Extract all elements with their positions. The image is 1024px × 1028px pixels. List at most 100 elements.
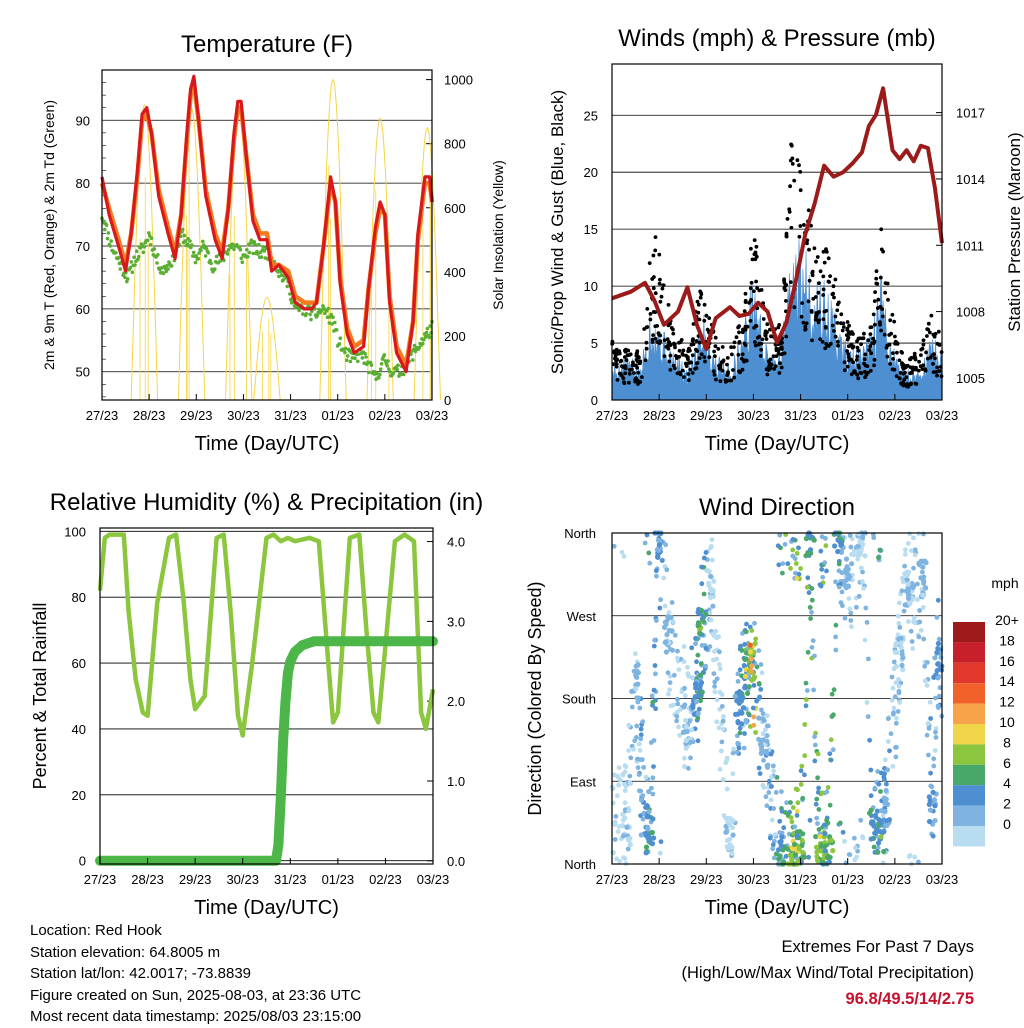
gust-point: [923, 367, 928, 371]
y2-tick-label: 1008: [956, 305, 985, 320]
direction-point: [905, 577, 910, 583]
x-tick-label: 27/23: [596, 408, 629, 423]
direction-point: [803, 703, 809, 709]
direction-point: [674, 718, 680, 724]
direction-point: [889, 674, 895, 680]
direction-point: [743, 629, 749, 635]
gust-point: [674, 354, 678, 358]
direction-point: [638, 788, 644, 794]
direction-point: [640, 816, 646, 822]
direction-point: [903, 552, 908, 557]
gust-point: [661, 283, 666, 288]
x-tick-label: 29/23: [180, 408, 213, 423]
gust-point: [613, 353, 618, 358]
direction-point: [818, 583, 824, 589]
direction-point: [760, 782, 766, 788]
direction-point: [757, 771, 763, 776]
dewpoint-point: [301, 312, 305, 316]
y2-tick-label: 1005: [956, 371, 985, 386]
direction-point: [635, 695, 641, 701]
direction-point: [745, 690, 751, 697]
gust-point: [813, 317, 818, 322]
gust-point: [702, 318, 707, 323]
direction-point: [685, 765, 691, 771]
direction-point: [811, 537, 817, 543]
direction-point: [827, 751, 833, 757]
direction-point: [719, 692, 725, 698]
dewpoint-point: [388, 369, 392, 374]
dewpoint-point: [106, 231, 111, 235]
dewpoint-point: [165, 263, 169, 268]
gust-point: [849, 342, 854, 347]
gust-point: [673, 345, 677, 350]
gust-point: [900, 363, 904, 367]
gust-point: [912, 354, 917, 358]
gust-point: [878, 320, 882, 325]
direction-point: [879, 808, 885, 814]
gust-point: [832, 295, 836, 300]
direction-point: [920, 605, 926, 610]
direction-point: [656, 547, 662, 553]
direction-point: [785, 812, 791, 818]
direction-point: [829, 714, 835, 719]
direction-point: [709, 589, 715, 595]
gust-point: [737, 340, 742, 344]
x-axis-label: Time (Day/UTC): [705, 897, 850, 919]
gust-point: [872, 299, 877, 303]
gust-point: [736, 352, 741, 357]
direction-point: [667, 680, 673, 685]
dewpoint-point: [369, 363, 374, 367]
direction-point: [897, 700, 903, 705]
direction-point: [893, 720, 899, 726]
direction-point: [840, 829, 846, 835]
direction-point: [928, 770, 933, 776]
direction-point: [859, 579, 865, 584]
gust-point: [627, 371, 632, 376]
direction-point: [932, 803, 938, 809]
direction-point: [622, 763, 628, 768]
dewpoint-point: [204, 246, 209, 251]
direction-point: [687, 739, 693, 745]
dewpoint-point: [232, 247, 236, 252]
x-tick-label: 27/23: [86, 408, 119, 423]
direction-point: [799, 837, 805, 844]
plot-border: [611, 63, 943, 401]
direction-point: [860, 569, 865, 575]
gust-point: [805, 241, 809, 246]
gust-point: [925, 356, 930, 361]
direction-point: [643, 774, 649, 780]
gust-point: [638, 361, 642, 365]
direction-point: [666, 610, 672, 615]
direction-point: [724, 755, 730, 761]
direction-point: [770, 842, 776, 848]
gust-point: [645, 325, 650, 329]
station-info: Location: Red Hook Station elevation: 64…: [30, 920, 361, 1028]
direction-point: [828, 757, 834, 763]
direction-point: [626, 722, 632, 728]
gust-point: [936, 329, 941, 334]
direction-point: [748, 656, 754, 662]
direction-point: [805, 575, 811, 581]
direction-point: [890, 764, 896, 769]
direction-point: [897, 600, 902, 606]
gust-point: [845, 326, 850, 331]
gust-point: [697, 340, 702, 345]
direction-point: [894, 664, 899, 669]
gust-point: [726, 370, 730, 374]
dewpoint-point: [149, 236, 154, 240]
direction-point: [843, 556, 850, 562]
gust-point: [658, 333, 663, 338]
gust-point: [840, 328, 845, 333]
gust-point: [879, 247, 884, 252]
direction-point: [760, 716, 766, 722]
y-axis-label: Percent & Total Rainfall: [30, 603, 50, 790]
gust-point: [685, 355, 690, 360]
y-tick-label: North: [564, 857, 596, 872]
direction-point: [903, 572, 909, 579]
gust-point: [862, 357, 867, 362]
gust-point: [748, 319, 753, 323]
gust-point: [937, 369, 942, 373]
direction-point: [804, 697, 809, 702]
direction-point: [808, 616, 813, 621]
direction-point: [917, 619, 923, 625]
